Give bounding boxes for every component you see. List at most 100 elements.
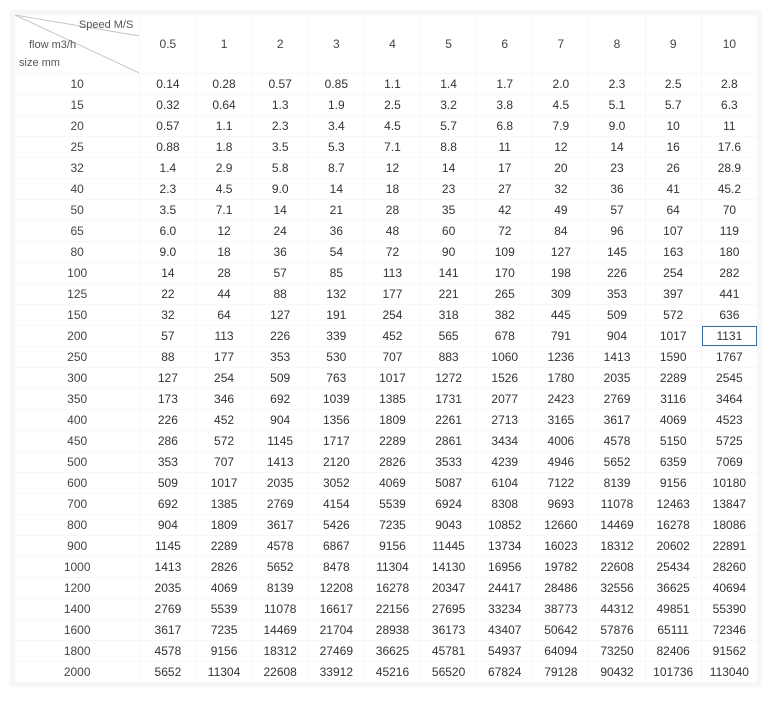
flow-cell: 72 [365, 242, 420, 262]
flow-cell: 60 [421, 221, 476, 241]
flow-cell: 2769 [589, 389, 644, 409]
flow-cell: 170 [477, 263, 532, 283]
flow-cell: 265 [477, 284, 532, 304]
flow-cell: 0.57 [140, 116, 195, 136]
table-row: 1800457891561831227469366254578154937640… [15, 641, 757, 661]
flow-cell: 6.8 [477, 116, 532, 136]
flow-cell: 27695 [421, 599, 476, 619]
flow-cell: 3.5 [253, 137, 308, 157]
flow-cell: 346 [196, 389, 251, 409]
size-header: 32 [15, 158, 139, 178]
flow-cell: 4578 [589, 431, 644, 451]
flow-cell: 9043 [421, 515, 476, 535]
flow-cell: 36 [253, 242, 308, 262]
flow-cell: 72 [477, 221, 532, 241]
table-row: 125224488132177221265309353397441 [15, 284, 757, 304]
flow-cell: 2.9 [196, 158, 251, 178]
flow-cell: 10852 [477, 515, 532, 535]
flow-cell: 33912 [309, 662, 364, 682]
size-header: 20 [15, 116, 139, 136]
flow-cell: 4069 [196, 578, 251, 598]
flow-cell: 0.57 [253, 74, 308, 94]
flow-cell: 163 [646, 242, 701, 262]
flow-cell: 1767 [702, 347, 757, 367]
flow-cell: 5652 [140, 662, 195, 682]
flow-cell: 8478 [309, 557, 364, 577]
flow-cell: 1413 [589, 347, 644, 367]
flow-cell: 5652 [253, 557, 308, 577]
flow-cell: 5539 [365, 494, 420, 514]
flow-cell: 17 [477, 158, 532, 178]
flow-cell: 79128 [533, 662, 588, 682]
flow-cell: 191 [309, 305, 364, 325]
flow-cell: 1780 [533, 368, 588, 388]
flow-cell: 22 [140, 284, 195, 304]
flow-cell: 6104 [477, 473, 532, 493]
flow-cell: 3.4 [309, 116, 364, 136]
table-row: 1400276955391107816617221562769533234387… [15, 599, 757, 619]
flow-cell: 1131 [702, 326, 757, 346]
flow-cell: 904 [589, 326, 644, 346]
flow-cell: 48 [365, 221, 420, 241]
table-row: 809.01836547290109127145163180 [15, 242, 757, 262]
flow-cell: 11 [702, 116, 757, 136]
flow-cell: 7069 [702, 452, 757, 472]
flow-cell: 2.8 [702, 74, 757, 94]
flow-cell: 65111 [646, 620, 701, 640]
size-header: 50 [15, 200, 139, 220]
flow-cell: 22156 [365, 599, 420, 619]
flow-cell: 57 [589, 200, 644, 220]
size-header: 250 [15, 347, 139, 367]
flow-cell: 6867 [309, 536, 364, 556]
flow-cell: 36625 [365, 641, 420, 661]
flow-cell: 6.3 [702, 95, 757, 115]
flow-cell: 45781 [421, 641, 476, 661]
flow-cell: 12660 [533, 515, 588, 535]
table-row: 402.34.59.01418232732364145.2 [15, 179, 757, 199]
size-header: 450 [15, 431, 139, 451]
flow-cell: 28.9 [702, 158, 757, 178]
flow-cell: 109 [477, 242, 532, 262]
flow-cell: 42 [477, 200, 532, 220]
flow-cell: 13734 [477, 536, 532, 556]
flow-cell: 4006 [533, 431, 588, 451]
flow-cell: 180 [702, 242, 757, 262]
flow-cell: 397 [646, 284, 701, 304]
flow-cell: 36625 [646, 578, 701, 598]
table-row: 100.140.280.570.851.11.41.72.02.32.52.8 [15, 74, 757, 94]
table-body: 100.140.280.570.851.11.41.72.02.32.52.81… [15, 74, 757, 682]
flow-cell: 1272 [421, 368, 476, 388]
flow-cell: 763 [309, 368, 364, 388]
flow-cell: 2.5 [646, 74, 701, 94]
flow-cell: 36 [309, 221, 364, 241]
speed-header: 4 [365, 15, 420, 73]
flow-cell: 14130 [421, 557, 476, 577]
size-header: 80 [15, 242, 139, 262]
size-header: 40 [15, 179, 139, 199]
flow-cell: 2545 [702, 368, 757, 388]
flow-cell: 12 [196, 221, 251, 241]
flow-cell: 353 [589, 284, 644, 304]
flow-cell: 286 [140, 431, 195, 451]
flow-cell: 4523 [702, 410, 757, 430]
size-header: 200 [15, 326, 139, 346]
flow-cell: 1017 [646, 326, 701, 346]
flow-cell: 101736 [646, 662, 701, 682]
flow-cell: 70 [702, 200, 757, 220]
flow-cell: 2769 [253, 494, 308, 514]
flow-cell: 21704 [309, 620, 364, 640]
table-row: 150.320.641.31.92.53.23.84.55.15.76.3 [15, 95, 757, 115]
flow-cell: 2120 [309, 452, 364, 472]
flow-cell: 14469 [253, 620, 308, 640]
flow-cell: 5087 [421, 473, 476, 493]
flow-cell: 88 [140, 347, 195, 367]
flow-cell: 141 [421, 263, 476, 283]
flow-cell: 382 [477, 305, 532, 325]
flow-cell: 1236 [533, 347, 588, 367]
flow-cell: 3.5 [140, 200, 195, 220]
flow-cell: 1413 [140, 557, 195, 577]
flow-cell: 5.7 [421, 116, 476, 136]
table-row: 1200203540698139122081627820347244172848… [15, 578, 757, 598]
speed-header: 6 [477, 15, 532, 73]
table-row: 8009041809361754267235904310852126601446… [15, 515, 757, 535]
